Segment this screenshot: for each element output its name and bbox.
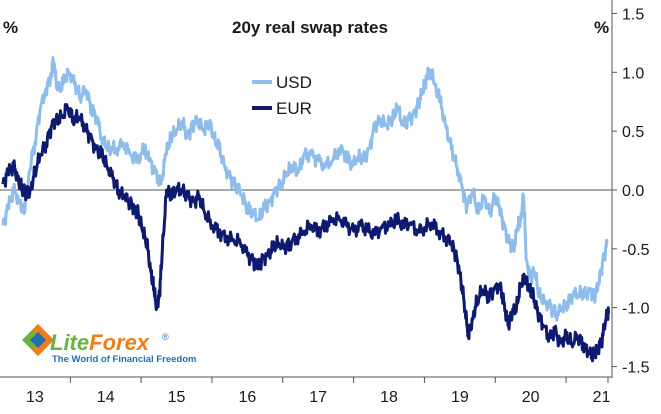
x-tick-label: 17 <box>309 389 327 406</box>
chart-title: 20y real swap rates <box>232 18 388 37</box>
y-tick-label: 1.5 <box>622 6 644 23</box>
axes: 1.5 1.0 0.5 0.0 -0.5 -1.0 -1.5 13 14 15 16 17 18 19 20… <box>0 0 650 406</box>
legend: USD EUR <box>252 73 312 118</box>
brand-name-part1: Lite <box>50 330 89 355</box>
registered-mark: ® <box>162 332 169 342</box>
x-tick-label: 15 <box>168 389 186 406</box>
x-tick-label: 13 <box>26 389 44 406</box>
legend-label-eur: EUR <box>276 99 312 118</box>
brand-tagline: The World of Financial Freedom <box>52 354 196 365</box>
y-unit-right: % <box>594 18 609 37</box>
series-layer <box>1 56 611 363</box>
x-tick-label: 21 <box>593 389 611 406</box>
liteforex-logo-icon <box>16 318 60 362</box>
y-tick-label: -1.5 <box>622 360 650 377</box>
y-tick-label: -0.5 <box>622 242 650 259</box>
x-tick-label: 14 <box>97 389 115 406</box>
y-tick-label: 1.0 <box>622 65 644 82</box>
y-tick-label: 0.0 <box>622 183 644 200</box>
y-tick-label: 0.5 <box>622 124 644 141</box>
svg-text:LiteForex: LiteForex <box>50 330 150 355</box>
x-tick-label: 20 <box>522 389 540 406</box>
x-tick-label: 19 <box>451 389 469 406</box>
x-tick-label: 16 <box>238 389 256 406</box>
brand-name-part2: Forex <box>89 330 150 355</box>
series-line-eur <box>1 103 611 363</box>
liteforex-watermark: LiteForex ® The World of Financial Freed… <box>16 318 196 365</box>
y-tick-label: -1.0 <box>622 301 650 318</box>
legend-label-usd: USD <box>276 73 312 92</box>
series-line-usd <box>1 56 609 322</box>
y-unit-left: % <box>3 18 18 37</box>
x-tick-label: 18 <box>380 389 398 406</box>
